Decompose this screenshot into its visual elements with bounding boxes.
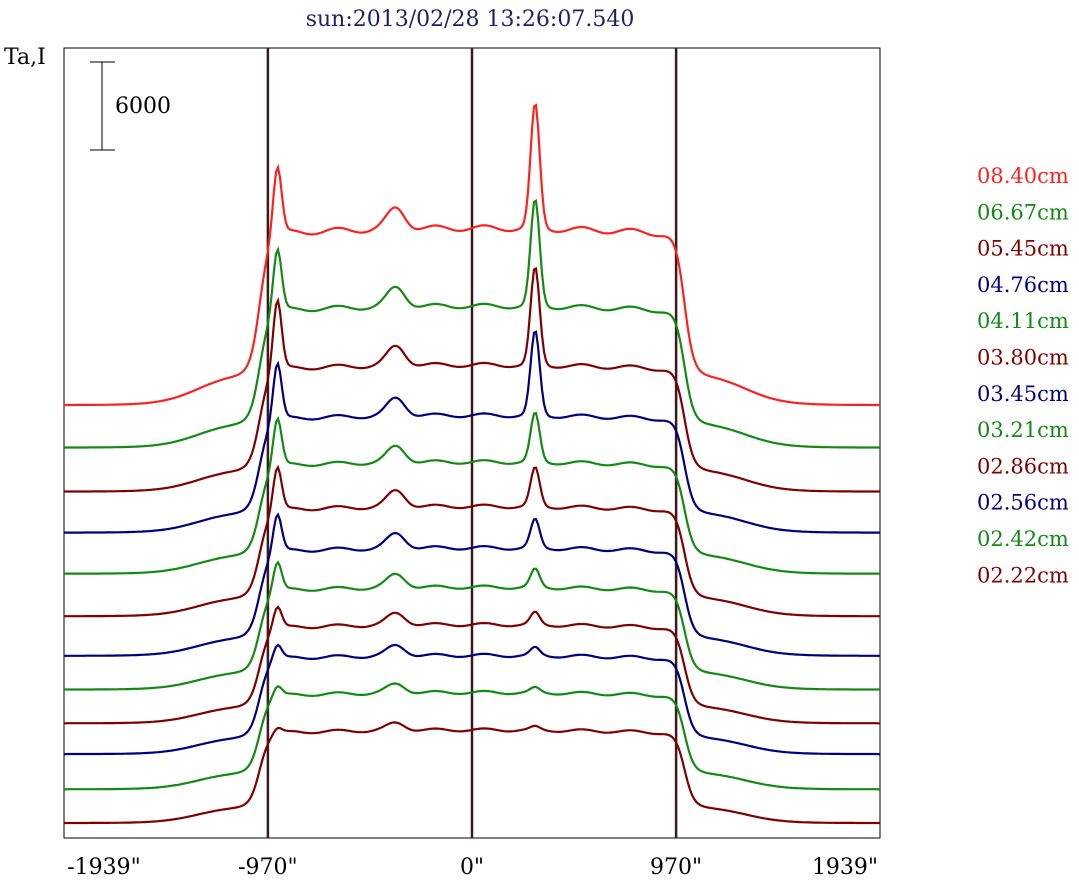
scale-bar: 6000 (90, 61, 171, 151)
x-tick-labels: -1939" -970" 0" 970" 1939" (67, 855, 878, 880)
series-line-03-21cm (64, 560, 880, 691)
x-tick-label-3: 970" (650, 855, 702, 880)
series-line-03-80cm (64, 464, 880, 618)
x-tick-label-1: -970" (238, 855, 298, 880)
legend-item-6: 03.45cm (977, 382, 1069, 406)
legend-item-9: 02.56cm (977, 491, 1069, 515)
series-line-02-56cm (64, 643, 880, 756)
series-line-02-22cm (64, 721, 880, 825)
legend-item-3: 04.76cm (977, 273, 1069, 297)
series-line-05-45cm (64, 266, 880, 493)
x-tick-label-2: 0" (460, 855, 484, 880)
legend-item-11: 02.22cm (977, 563, 1069, 587)
series-line-02-42cm (64, 682, 880, 791)
x-tick-label-0: -1939" (67, 855, 141, 880)
series-line-02-86cm (64, 605, 880, 725)
series-line-04-11cm (64, 411, 880, 575)
legend-item-10: 02.42cm (977, 527, 1069, 551)
legend-item-8: 02.86cm (977, 454, 1069, 478)
series-line-03-45cm (64, 512, 880, 657)
legend-item-0: 08.40cm (977, 164, 1069, 188)
legend-item-2: 05.45cm (977, 237, 1069, 261)
series-line-06-67cm (64, 199, 880, 449)
y-axis-label: Ta,I (4, 45, 46, 70)
legend-item-4: 04.11cm (977, 309, 1069, 333)
legend: 08.40cm 06.67cm 05.45cm 04.76cm 04.11cm 03.80… (977, 164, 1069, 587)
series-group (64, 103, 880, 825)
series-line-04-76cm (64, 330, 880, 534)
legend-item-5: 03.80cm (977, 346, 1069, 370)
legend-item-7: 03.21cm (977, 418, 1069, 442)
legend-item-1: 06.67cm (977, 200, 1069, 224)
scale-bar-label: 6000 (115, 94, 171, 119)
chart-title: sun:2013/02/28 13:26:07.540 (306, 7, 635, 32)
series-line-08-40cm (64, 103, 880, 407)
x-tick-label-4: 1939" (812, 855, 878, 880)
